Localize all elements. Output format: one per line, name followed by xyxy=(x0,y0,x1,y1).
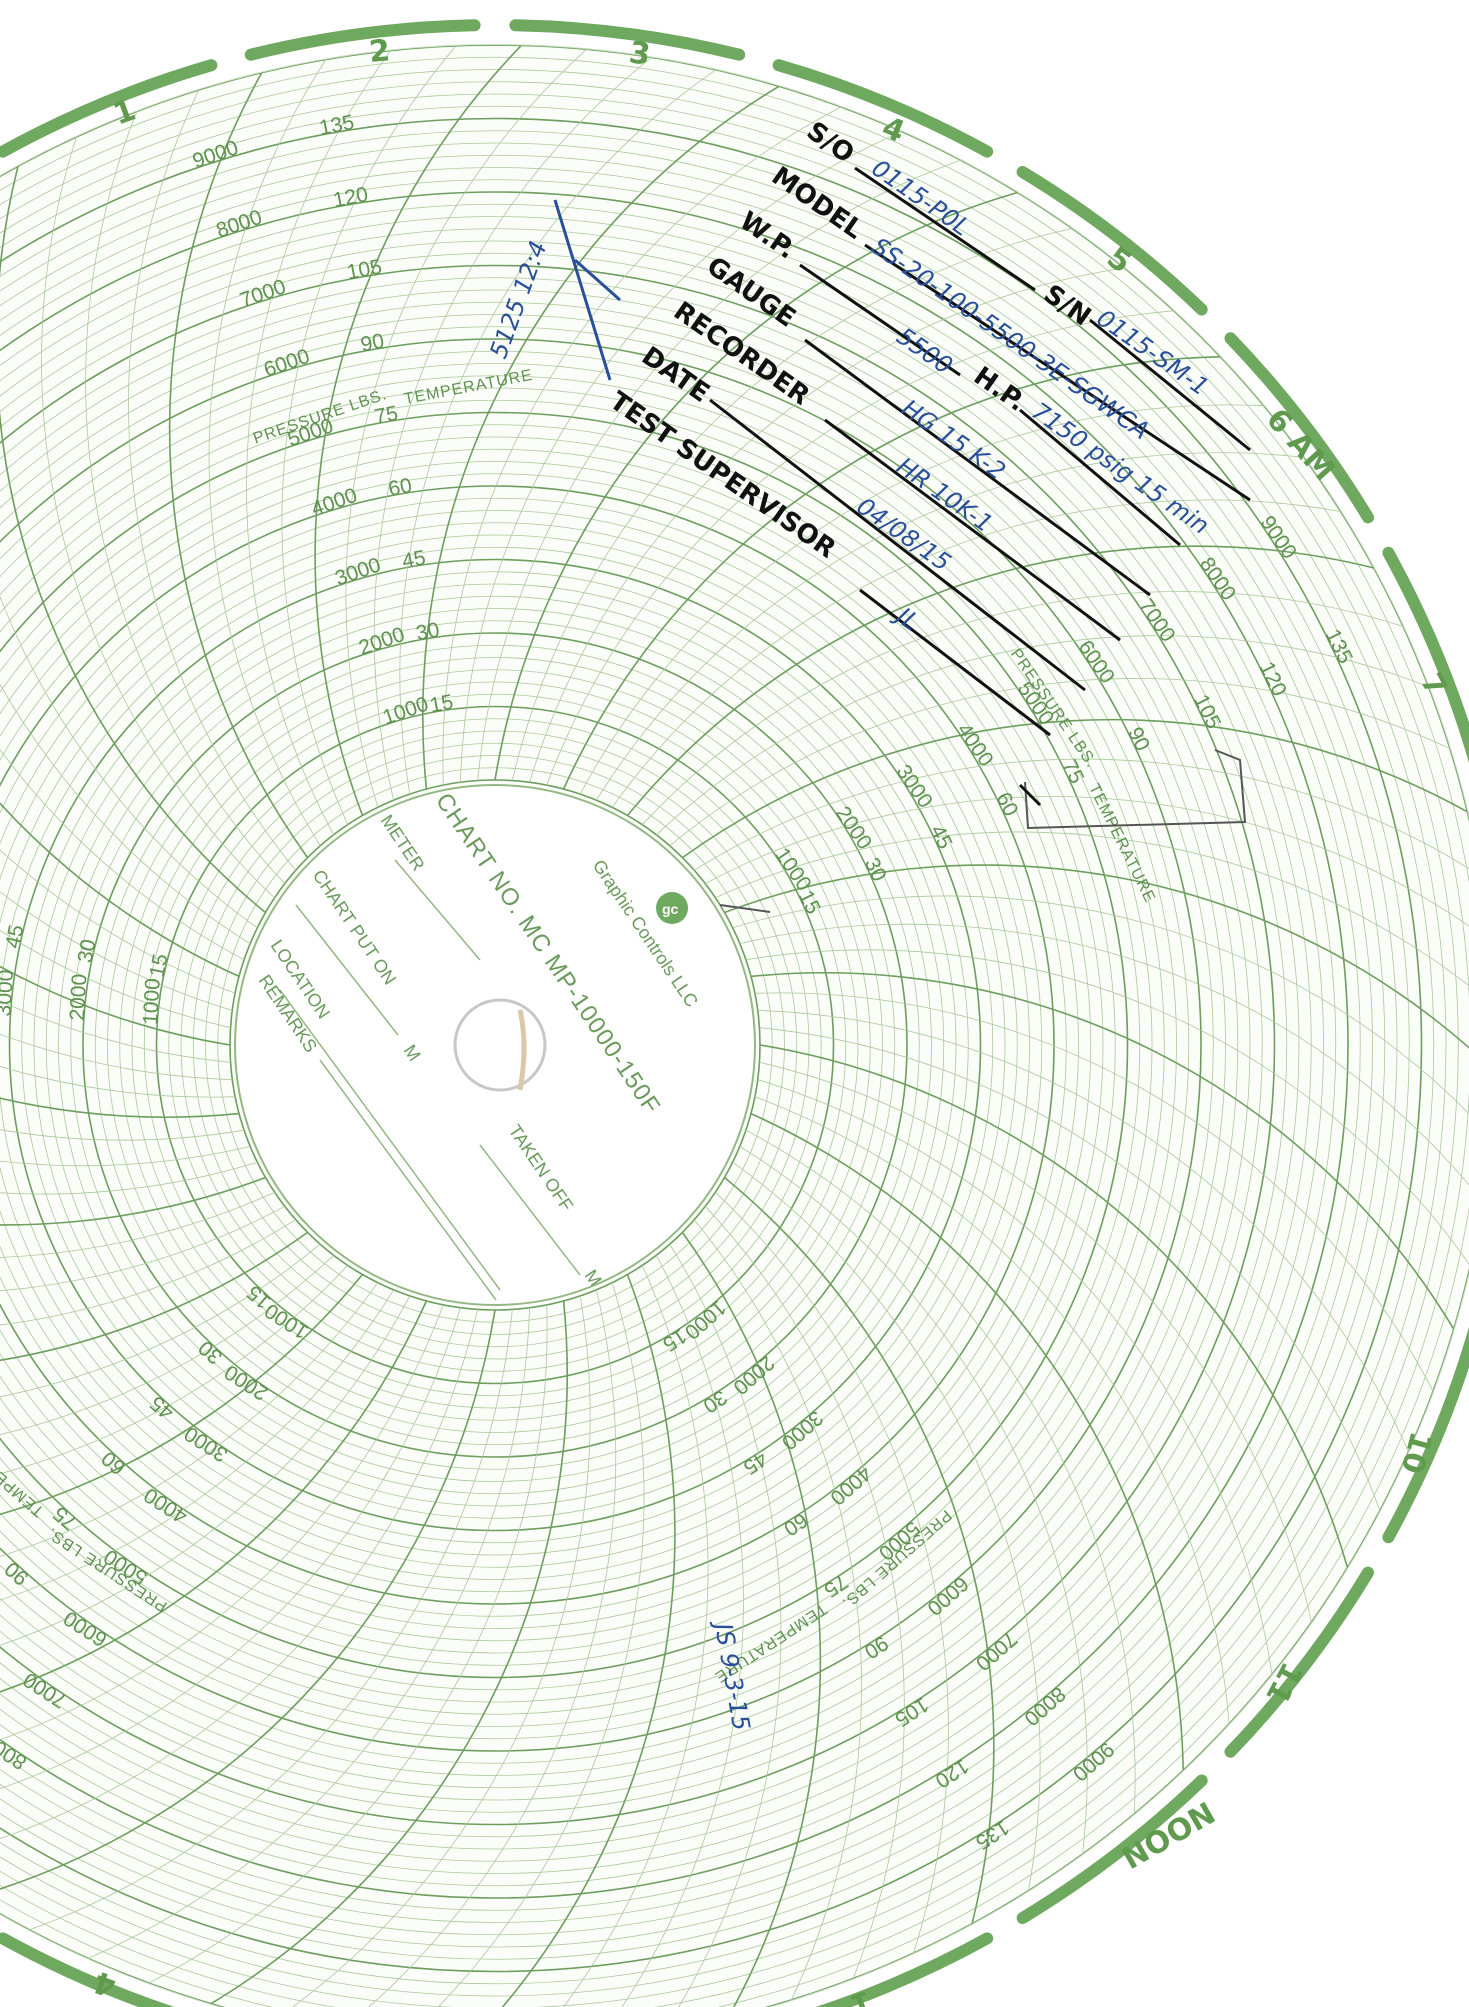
temperature-tick-label: 75 xyxy=(373,402,400,429)
hour-band-segment xyxy=(0,1932,175,2007)
chart-grid xyxy=(0,45,1469,2007)
gc-logo-icon xyxy=(656,892,688,924)
pressure-tick-label: 2000 xyxy=(66,973,92,1021)
hour-label-3: 3 xyxy=(627,35,653,73)
temperature-tick-label: 90 xyxy=(359,330,386,357)
center-hub: CHART NO. MC MP-10000-150F gc Graphic Co… xyxy=(234,784,756,1306)
temperature-tick-label: 15 xyxy=(428,690,455,717)
temperature-tick-label: 30 xyxy=(414,618,441,645)
temperature-tick-label: 60 xyxy=(387,474,414,501)
center-hole xyxy=(453,998,547,1092)
hour-band-segment xyxy=(509,19,746,61)
center-hole-wear xyxy=(517,1009,527,1091)
hour-band-segment xyxy=(815,1932,994,2007)
hour-band-segment xyxy=(1224,332,1374,524)
hour-band xyxy=(0,19,1469,2007)
temperature-tick-label: 15 xyxy=(145,952,172,979)
svg-text:gc: gc xyxy=(662,901,679,917)
hour-label-2: 2 xyxy=(368,33,392,70)
pressure-tick-label: 1000 xyxy=(139,978,165,1026)
handwritten-strokes xyxy=(553,199,621,381)
hour-band-segment xyxy=(0,59,218,158)
hour-band-segment xyxy=(1016,166,1208,316)
hour-band-segment xyxy=(244,19,481,61)
hour-band-segment xyxy=(1016,1774,1208,1924)
pressure-tick-label: 3000 xyxy=(0,969,18,1017)
temperature-tick-label: 45 xyxy=(400,546,427,573)
recorded-trace xyxy=(719,749,1247,913)
hour-band-segment xyxy=(772,59,994,158)
temperature-tick-label: 30 xyxy=(73,937,100,964)
temperature-tick-label: 45 xyxy=(1,923,28,950)
hour-band-segment xyxy=(1224,1566,1374,1758)
